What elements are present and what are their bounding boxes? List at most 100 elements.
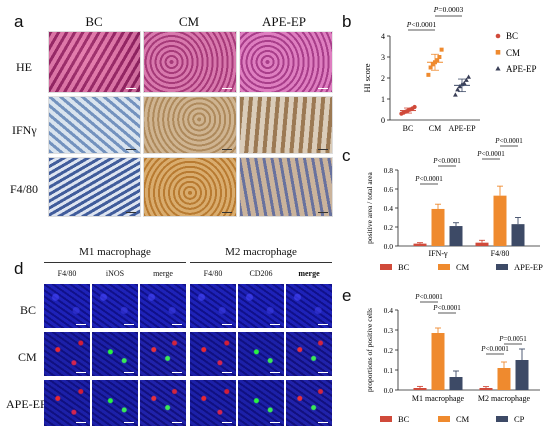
sig-label: P<0.0001 (480, 345, 509, 353)
y-tick-label: 3 (381, 53, 385, 62)
bar-ape-ep (449, 226, 463, 246)
legend-marker-bc (495, 33, 501, 39)
bar-cm (493, 195, 507, 246)
bar-bc (475, 242, 489, 246)
panel-a-col-bc: BC (85, 14, 103, 29)
data-point-cm (428, 65, 433, 70)
channel-label: merge (298, 269, 320, 278)
if-cm-m1-merge (140, 332, 186, 376)
if-cm-m2-cd206 (238, 332, 284, 376)
sig-label: P<0.0001 (476, 150, 505, 158)
panel-d-group-m2-line (190, 262, 332, 263)
data-point-ape (464, 77, 469, 82)
he-bc-image (48, 31, 141, 93)
bar-cm (497, 368, 511, 390)
bar-bc (413, 243, 427, 246)
if-ape-m1-inos (92, 380, 138, 426)
legend-label: BC (398, 262, 410, 272)
x-tick-label: APE-EP (448, 124, 476, 133)
legend-marker-ape (495, 66, 501, 71)
panel-d-row-ape: APE-EP (6, 397, 47, 411)
data-point-cm (435, 58, 440, 63)
he-cm-image (143, 31, 237, 93)
panel-b-letter: b (342, 12, 352, 31)
if-cm-m2-f480 (190, 332, 236, 376)
channel-label: merge (153, 269, 173, 278)
y-tick-label: 0.3 (384, 326, 394, 335)
panel-c-letter: c (342, 146, 351, 165)
sig-label: P<0.0001 (432, 304, 461, 312)
legend-label: BC (398, 414, 410, 424)
y-tick-label: 0.4 (384, 204, 394, 213)
y-tick-label: 0.0 (384, 386, 394, 395)
legend-swatch (496, 416, 508, 422)
data-point-ape (461, 80, 467, 86)
x-tick-label: IFN-γ (428, 249, 448, 258)
channel-label: iNOS (105, 269, 125, 278)
channel-label: F4/80 (203, 269, 223, 278)
if-ape-m1-merge (140, 380, 186, 426)
y-tick-label: 4 (381, 32, 385, 41)
y-tick-label: 0.6 (384, 185, 394, 194)
y-tick-label: 1 (381, 95, 385, 104)
panel-a-letter: a (14, 12, 24, 31)
if-cm-m1-f480 (44, 332, 90, 376)
if-ape-m1-f480 (44, 380, 90, 426)
bar-ape-ep (511, 224, 525, 246)
panel-a-col-cm: CM (178, 14, 200, 29)
y-axis-label: positive area / total area (365, 172, 374, 244)
bar-bc (479, 388, 493, 390)
bar-cp (449, 377, 463, 390)
y-tick-label: 2 (381, 74, 385, 83)
ifng-cm-image (143, 96, 237, 154)
bar-bc (413, 388, 427, 390)
panel-d-group-m1-line (44, 262, 186, 263)
data-point-ape (453, 92, 458, 97)
data-point-cm (426, 72, 431, 77)
panel-e-letter: e (342, 286, 352, 305)
panel-a-row-he: HE (16, 60, 32, 74)
data-point-ape (455, 87, 460, 92)
if-bc-m2-merge (286, 284, 332, 328)
legend-label: APE-EP (506, 64, 537, 74)
legend-label: BC (506, 31, 518, 41)
if-ape-m2-f480 (190, 380, 236, 426)
y-tick-label: 0 (381, 116, 385, 125)
ifng-ape-image (239, 96, 333, 154)
if-cm-m2-merge (286, 332, 332, 376)
data-point-cm (437, 55, 442, 59)
y-tick-label: 0.2 (384, 346, 394, 355)
bar-cm (431, 333, 445, 390)
x-tick-label: CM (429, 124, 441, 133)
panel-a-col-ape: APE-EP (261, 14, 307, 29)
channel-label: F4/80 (57, 269, 77, 278)
data-point-cm (439, 47, 444, 52)
x-tick-label: BC (403, 124, 414, 133)
legend-swatch (380, 416, 392, 422)
bar-cm (431, 208, 445, 246)
bar-cp (515, 360, 529, 390)
sig-label: P<0.0001 (494, 138, 523, 145)
if-bc-m1-merge (140, 284, 186, 328)
panel-d-row-cm: CM (18, 350, 37, 364)
channel-label: CD206 (249, 269, 273, 278)
legend-label: CP (514, 414, 525, 424)
x-tick-label: F4/80 (491, 249, 510, 258)
hi-score-chart: 0 1 2 3 4 HI score BC CM APE-EP P<0.0001 P=0.0003 B… (362, 5, 537, 133)
sig-label: P<0.0001 (414, 293, 443, 301)
panel-d-group-m2: M2 macrophage (225, 246, 297, 258)
f480-ape-image (239, 157, 333, 217)
if-bc-m1-inos (92, 284, 138, 328)
if-ape-m2-cd206 (238, 380, 284, 426)
sig-label: P<0.0001 (432, 157, 461, 165)
legend-marker-cm (495, 50, 501, 55)
data-point-ape (466, 74, 471, 79)
y-tick-label: 0.2 (384, 223, 394, 232)
data-point-cm (430, 62, 435, 67)
legend-swatch (496, 264, 508, 270)
f480-cm-image (143, 157, 237, 217)
y-axis-label: proportions of positive cells (365, 308, 374, 392)
panel-d-group-m1: M1 macrophage (79, 246, 151, 258)
y-tick-label: 0.8 (384, 166, 394, 175)
ifng-bc-image (48, 96, 141, 154)
